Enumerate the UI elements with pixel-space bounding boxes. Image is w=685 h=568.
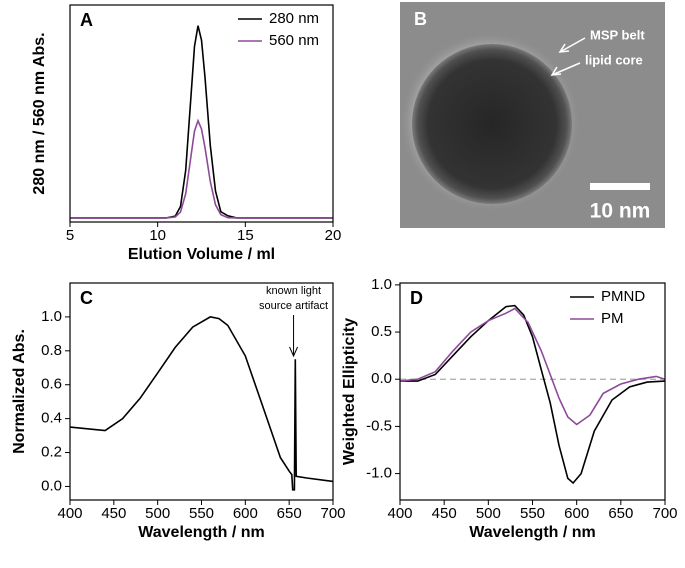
- annotation-arrowhead: [289, 346, 299, 358]
- panel-label: B: [414, 9, 427, 29]
- x-tick-label: 450: [101, 505, 126, 522]
- x-tick-label: 20: [325, 227, 342, 244]
- x-tick-label: 500: [145, 505, 170, 522]
- y-tick-label: 0.0: [371, 370, 392, 387]
- data-line: [69, 316, 334, 491]
- panel-label: C: [80, 288, 93, 308]
- plot-frame: [399, 282, 666, 501]
- annotation-arrowhead: [558, 43, 570, 53]
- x-tick-label: 10: [149, 227, 166, 244]
- x-tick-label: 700: [652, 505, 677, 522]
- legend-label: 560 nm: [269, 32, 319, 49]
- plot-frame: [69, 282, 334, 501]
- x-tick-label: 15: [237, 227, 254, 244]
- annotation-arrowhead: [550, 66, 562, 76]
- x-tick-label: 400: [57, 505, 82, 522]
- x-tick-label: 650: [277, 505, 302, 522]
- data-line: [400, 304, 666, 485]
- scale-bar: [590, 183, 650, 190]
- y-axis-label: 280 nm / 560 nm Abs.: [31, 32, 48, 194]
- data-line: [399, 307, 666, 426]
- data-line: [70, 118, 333, 219]
- y-axis-label: Normalized Abs.: [11, 329, 28, 454]
- y-tick-label: 0.5: [371, 323, 392, 340]
- x-tick-label: 550: [520, 505, 545, 522]
- x-axis-label: Elution Volume / ml: [128, 246, 275, 263]
- panel-label: A: [80, 10, 93, 30]
- x-tick-label: 500: [476, 505, 501, 522]
- x-axis-label: Wavelength / nm: [469, 524, 596, 541]
- plot-frame: [69, 4, 334, 223]
- panel-label: D: [410, 288, 423, 308]
- legend-label: 280 nm: [269, 10, 319, 27]
- y-tick-label: 0.0: [41, 477, 62, 494]
- y-tick-label: 1.0: [41, 308, 62, 325]
- legend-label: PMND: [601, 288, 645, 305]
- x-tick-label: 5: [66, 227, 74, 244]
- y-tick-label: 0.6: [41, 376, 62, 393]
- annotation: lipid core: [585, 52, 643, 67]
- y-tick-label: 0.2: [41, 444, 62, 461]
- x-tick-label: 700: [320, 505, 345, 522]
- x-tick-label: 650: [608, 505, 633, 522]
- lipid-core: [412, 44, 572, 204]
- annotation: known light: [266, 285, 321, 297]
- scale-bar-label: 10 nm: [590, 200, 651, 223]
- y-tick-label: 0.4: [41, 410, 62, 427]
- legend-label: PM: [601, 310, 624, 327]
- y-tick-label: -0.5: [366, 417, 392, 434]
- x-tick-label: 600: [233, 505, 258, 522]
- y-tick-label: -1.0: [366, 465, 392, 482]
- x-tick-label: 550: [189, 505, 214, 522]
- annotation-arrow: [551, 62, 581, 76]
- y-axis-label: Weighted Ellipticity: [341, 318, 358, 465]
- x-tick-label: 450: [432, 505, 457, 522]
- x-tick-label: 600: [564, 505, 589, 522]
- y-tick-label: 1.0: [371, 276, 392, 293]
- annotation: MSP belt: [590, 27, 645, 42]
- data-line: [70, 25, 333, 219]
- annotation-arrow: [559, 37, 586, 53]
- x-tick-label: 400: [387, 505, 412, 522]
- x-axis-label: Wavelength / nm: [138, 524, 265, 541]
- y-tick-label: 0.8: [41, 342, 62, 359]
- annotation: source artifact: [259, 300, 328, 312]
